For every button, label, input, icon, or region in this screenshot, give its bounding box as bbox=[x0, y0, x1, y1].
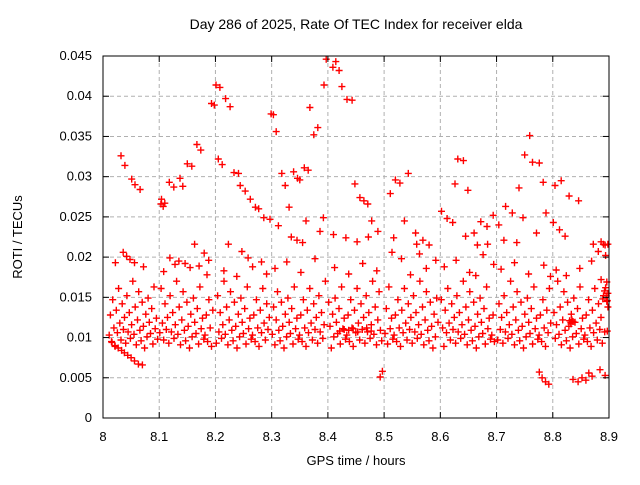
chart-title: Day 286 of 2025, Rate Of TEC Index for r… bbox=[190, 16, 523, 32]
y-tick-label: 0 bbox=[85, 410, 92, 425]
x-tick-label: 8.3 bbox=[263, 429, 281, 444]
y-tick-label: 0.03 bbox=[67, 169, 92, 184]
y-tick-label: 0.015 bbox=[59, 289, 92, 304]
y-tick-label: 0.035 bbox=[59, 128, 92, 143]
x-tick-label: 8 bbox=[99, 429, 106, 444]
x-tick-label: 8.5 bbox=[375, 429, 393, 444]
data-point-markers bbox=[105, 55, 612, 388]
y-tick-label: 0.04 bbox=[67, 88, 92, 103]
y-tick-label: 0.045 bbox=[59, 48, 92, 63]
data-points-layer bbox=[105, 55, 612, 388]
x-tick-label: 8.2 bbox=[206, 429, 224, 444]
y-tick-label: 0.02 bbox=[67, 249, 92, 264]
x-tick-label: 8.9 bbox=[600, 429, 618, 444]
y-tick-label: 0.01 bbox=[67, 330, 92, 345]
grid-layer bbox=[103, 56, 609, 418]
x-axis-title: GPS time / hours bbox=[307, 453, 406, 468]
x-tick-label: 8.4 bbox=[319, 429, 337, 444]
x-tick-label: 8.1 bbox=[150, 429, 168, 444]
y-axis-title: ROTI / TECUs bbox=[10, 195, 25, 279]
axes-layer bbox=[102, 55, 610, 419]
x-tick-label: 8.7 bbox=[488, 429, 506, 444]
tick-labels-layer: 8 8.1 8.2 8.3 8.4 8.5 8.6 8.7 8.8 8.9 0 0.005 0.01 0.… bbox=[59, 48, 618, 444]
x-tick-label: 8.8 bbox=[544, 429, 562, 444]
plot-border bbox=[102, 55, 610, 419]
y-tick-label: 0.005 bbox=[59, 370, 92, 385]
y-tick-label: 0.025 bbox=[59, 209, 92, 224]
x-tick-label: 8.6 bbox=[431, 429, 449, 444]
